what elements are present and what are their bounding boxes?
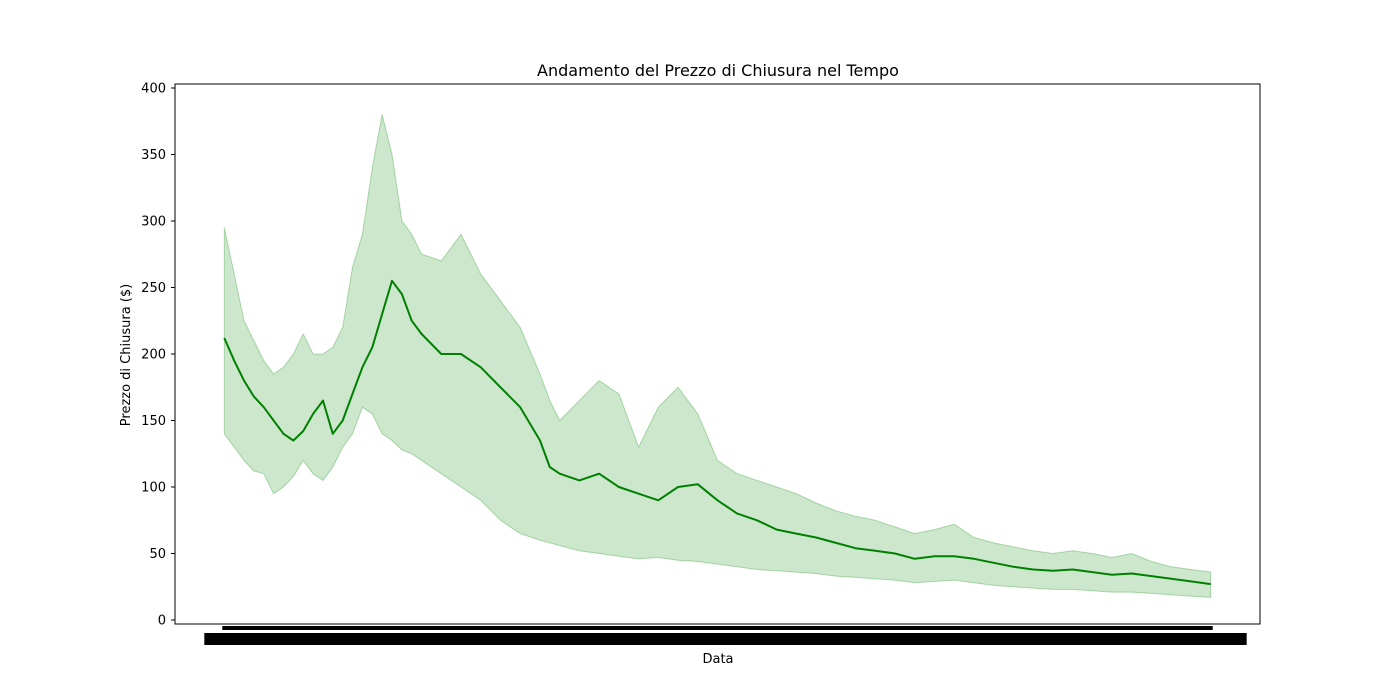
- axes-frame: [174, 83, 1261, 625]
- plot-area: 0 50 100 150 200 250 300 350 400: [141, 81, 1261, 645]
- y-tick-label-350: 350: [141, 148, 166, 163]
- chart-title: Andamento del Prezzo di Chiusura nel Tem…: [537, 61, 899, 80]
- confidence-band: [223, 114, 1212, 598]
- y-tick-label-50: 50: [149, 547, 166, 562]
- y-tick-label-250: 250: [141, 281, 166, 296]
- y-tick-label-100: 100: [141, 481, 166, 496]
- x-tick-labels: [204, 633, 1247, 645]
- x-tick-marks: [222, 626, 1213, 630]
- y-axis-label: Prezzo di Chiusura ($): [119, 284, 134, 426]
- close-price-line: [223, 279, 1211, 586]
- y-tick-label-0: 0: [158, 614, 166, 629]
- y-tick-label-150: 150: [141, 414, 166, 429]
- y-tick-label-400: 400: [141, 81, 166, 96]
- x-axis-label: Data: [702, 652, 733, 667]
- y-tick-label-200: 200: [141, 348, 166, 363]
- y-tick-label-300: 300: [141, 214, 166, 229]
